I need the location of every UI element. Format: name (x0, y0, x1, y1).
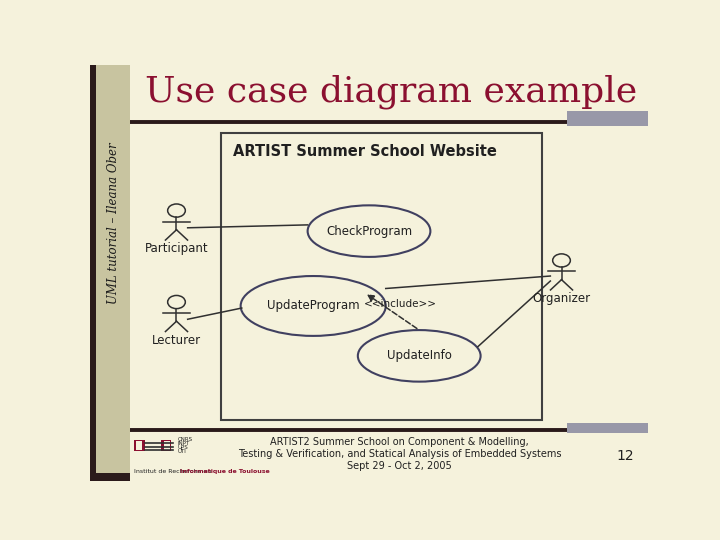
Text: Organizer: Organizer (533, 292, 590, 305)
Ellipse shape (307, 205, 431, 257)
Text: ARTIST Summer School Website: ARTIST Summer School Website (233, 144, 498, 159)
Text: CheckProgram: CheckProgram (326, 225, 412, 238)
Text: Use case diagram example: Use case diagram example (145, 75, 637, 109)
Bar (132, 435, 243, 473)
Text: INPT: INPT (178, 441, 190, 446)
Ellipse shape (358, 330, 481, 382)
Bar (136, 441, 143, 450)
Text: Institut de Recherche en: Institut de Recherche en (133, 469, 213, 474)
Text: <<include>>: <<include>> (364, 299, 437, 309)
Text: Participant: Participant (145, 242, 208, 255)
Text: UTI: UTI (178, 449, 186, 454)
Text: UPS: UPS (178, 445, 189, 450)
Text: Informatique de Toulouse: Informatique de Toulouse (180, 469, 269, 474)
Text: Testing & Verification, and Statical Analysis of Embedded Systems: Testing & Verification, and Statical Ana… (238, 449, 562, 460)
Bar (90, 65, 130, 481)
Bar (567, 423, 648, 433)
Bar (567, 111, 648, 126)
Text: CNRS: CNRS (178, 437, 193, 442)
Text: UpdateInfo: UpdateInfo (387, 349, 451, 362)
Text: ARTIST2 Summer School on Component & Modelling,: ARTIST2 Summer School on Component & Mod… (270, 437, 529, 447)
Bar (133, 440, 145, 451)
Ellipse shape (240, 276, 386, 336)
Bar (161, 440, 171, 451)
Bar (163, 441, 171, 450)
Bar (90, 65, 96, 481)
Text: Lecturer: Lecturer (152, 334, 201, 347)
Bar (90, 473, 130, 481)
Text: Sept 29 - Oct 2, 2005: Sept 29 - Oct 2, 2005 (347, 462, 452, 471)
Text: UML tutorial – Ileana Ober: UML tutorial – Ileana Ober (107, 142, 120, 303)
Text: 12: 12 (616, 449, 634, 463)
Bar (221, 133, 542, 420)
Text: UpdateProgram: UpdateProgram (267, 300, 359, 313)
